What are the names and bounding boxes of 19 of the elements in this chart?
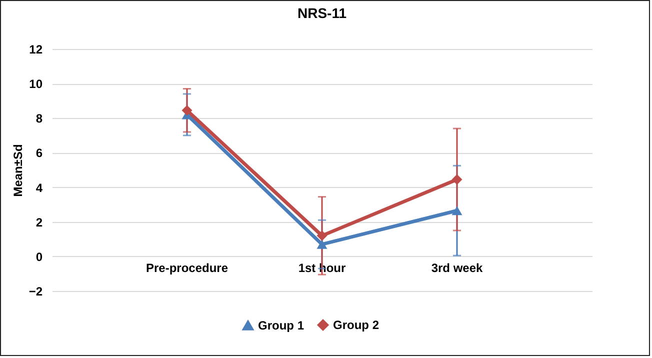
y-tick-label: 4 [36, 180, 43, 195]
point [316, 240, 328, 249]
y-tick-label: 12 [29, 42, 43, 56]
x-tick-label: Pre-procedure [146, 260, 228, 275]
point [182, 105, 192, 116]
point [452, 174, 462, 185]
point [452, 206, 462, 216]
y-tick-label: 0 [36, 250, 43, 264]
y-tick-label: 8 [36, 112, 43, 126]
y-axis-title: Mean±Sd [10, 144, 25, 197]
legend-label: Group 2 [333, 318, 380, 332]
legend-label: Group 1 [258, 318, 304, 332]
y-tick-label: −2 [28, 284, 43, 298]
point [316, 230, 328, 241]
chart-title: NRS-11 [297, 5, 347, 21]
y-tick-label: 10 [29, 77, 43, 92]
y-tick-label: 6 [36, 146, 43, 160]
y-tick-label: 2 [36, 215, 43, 230]
x-tick-label: 3rd week [431, 260, 483, 275]
